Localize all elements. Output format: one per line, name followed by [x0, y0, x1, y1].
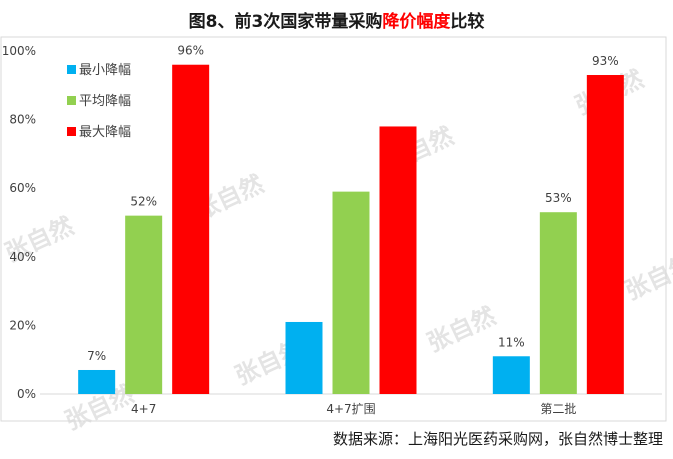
- y-axis-ticks: 0% 20% 40% 60% 80% 100%: [2, 44, 36, 401]
- legend-swatch: [67, 127, 76, 136]
- bar-labels: 7% 52% 96% 11% 53% 93%: [87, 44, 619, 363]
- data-label: 93%: [592, 54, 619, 68]
- bar-1-2: [285, 321, 323, 394]
- x-axis-ticks: 4+7 4+7扩围 第二批: [131, 401, 576, 416]
- watermark-text: 张自然: [621, 250, 673, 306]
- y-tick-label: 60%: [9, 181, 36, 195]
- data-label: 7%: [87, 349, 106, 363]
- bar-3-3: [586, 75, 624, 394]
- legend-label: 最小降幅: [79, 63, 131, 78]
- bar-2-1: [125, 215, 163, 394]
- data-label: 96%: [177, 44, 204, 58]
- legend-label: 最大降幅: [79, 125, 131, 140]
- title-highlight: 降价幅度: [382, 12, 451, 32]
- bar-1-1: [78, 369, 116, 394]
- x-tick-label: 第二批: [540, 401, 576, 416]
- data-label: 52%: [130, 195, 157, 209]
- plot-area: [0, 36, 667, 422]
- chart-title: 图8、前3次国家带量采购降价幅度比较: [0, 7, 673, 32]
- y-tick-label: 40%: [9, 250, 36, 264]
- y-tick-label: 0%: [17, 387, 36, 401]
- source-note: 数据来源：上海阳光医药采购网，张自然博士整理: [332, 430, 663, 448]
- data-label: 53%: [545, 191, 572, 205]
- title-prefix: 图8、前3次国家带量采购: [188, 12, 383, 32]
- bar-3-2: [379, 126, 417, 395]
- y-tick-label: 20%: [9, 318, 36, 332]
- legend-swatch: [67, 65, 76, 74]
- bar-1-3: [492, 356, 530, 394]
- x-tick-label: 4+7扩围: [326, 402, 375, 416]
- bars: [78, 64, 624, 395]
- watermark-text: 张自然: [423, 302, 500, 358]
- y-tick-label: 100%: [2, 44, 36, 58]
- data-label: 11%: [498, 335, 525, 349]
- y-tick-label: 80%: [9, 113, 36, 127]
- legend-label: 平均降幅: [79, 94, 131, 109]
- legend-swatch: [67, 96, 76, 105]
- x-tick-label: 4+7: [131, 402, 156, 416]
- title-suffix: 比较: [450, 12, 485, 32]
- bar-3-1: [172, 64, 210, 394]
- bar-2-3: [539, 212, 577, 394]
- bar-2-2: [332, 191, 370, 394]
